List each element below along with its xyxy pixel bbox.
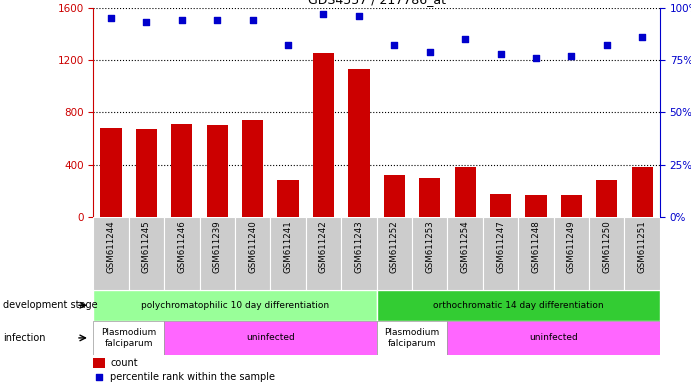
Bar [384, 175, 405, 217]
Bar [483, 217, 518, 290]
Point [283, 42, 294, 48]
Text: GSM611247: GSM611247 [496, 220, 505, 273]
Bar [625, 217, 660, 290]
Text: GSM611249: GSM611249 [567, 220, 576, 273]
Bar [93, 290, 377, 321]
Point [353, 13, 364, 19]
Bar [164, 217, 200, 290]
Bar [596, 180, 618, 217]
Text: GSM611242: GSM611242 [319, 220, 328, 273]
Bar [490, 194, 511, 217]
Text: GSM611253: GSM611253 [425, 220, 434, 273]
Text: percentile rank within the sample: percentile rank within the sample [111, 372, 275, 382]
Bar [448, 217, 483, 290]
Point [318, 11, 329, 17]
Point [601, 42, 612, 48]
Point [495, 51, 506, 57]
Text: GSM611239: GSM611239 [213, 220, 222, 273]
Bar [242, 120, 263, 217]
Point [281, 301, 292, 307]
Bar [348, 69, 370, 217]
Bar [93, 358, 104, 368]
Point [141, 19, 152, 25]
Bar [129, 217, 164, 290]
Point [531, 55, 542, 61]
Text: GSM611241: GSM611241 [283, 220, 292, 273]
Text: uninfected: uninfected [529, 333, 578, 343]
Text: GSM611246: GSM611246 [178, 220, 187, 273]
Bar [164, 321, 377, 355]
Text: GSM611252: GSM611252 [390, 220, 399, 273]
Text: GSM611243: GSM611243 [354, 220, 363, 273]
Point [389, 42, 400, 48]
Bar [235, 217, 270, 290]
Point [460, 36, 471, 42]
Point [106, 15, 117, 21]
Bar [377, 321, 448, 355]
Text: polychromatophilic 10 day differentiation: polychromatophilic 10 day differentiatio… [141, 301, 329, 310]
Bar [448, 321, 660, 355]
Text: GSM611248: GSM611248 [531, 220, 540, 273]
Bar [560, 195, 582, 217]
Text: GSM611251: GSM611251 [638, 220, 647, 273]
Point [211, 17, 223, 23]
Bar [100, 128, 122, 217]
Text: count: count [111, 358, 138, 368]
Point [566, 53, 577, 59]
Text: orthochromatic 14 day differentiation: orthochromatic 14 day differentiation [433, 301, 603, 310]
Bar [207, 126, 228, 217]
Bar [455, 167, 475, 217]
Bar [419, 178, 440, 217]
Text: uninfected: uninfected [246, 333, 295, 343]
Bar [313, 53, 334, 217]
Bar [525, 195, 547, 217]
Point [636, 34, 647, 40]
Bar [305, 217, 341, 290]
Bar [135, 129, 157, 217]
Title: GDS4557 / 217786_at: GDS4557 / 217786_at [307, 0, 446, 7]
Point [176, 17, 187, 23]
Point [247, 17, 258, 23]
Bar [270, 217, 305, 290]
Text: infection: infection [3, 333, 46, 343]
Bar [589, 217, 625, 290]
Text: GSM611244: GSM611244 [106, 220, 115, 273]
Bar [93, 321, 164, 355]
Bar [200, 217, 235, 290]
Bar [518, 217, 553, 290]
Bar [341, 217, 377, 290]
Point [424, 48, 435, 55]
Bar [553, 217, 589, 290]
Bar [171, 124, 192, 217]
Text: GSM611245: GSM611245 [142, 220, 151, 273]
Text: GSM611240: GSM611240 [248, 220, 257, 273]
Text: development stage: development stage [3, 300, 98, 310]
Bar [377, 217, 412, 290]
Text: Plasmodium
falciparum: Plasmodium falciparum [101, 328, 156, 348]
Bar [93, 217, 129, 290]
Text: Plasmodium
falciparum: Plasmodium falciparum [384, 328, 439, 348]
Bar [377, 290, 660, 321]
Text: GSM611250: GSM611250 [603, 220, 612, 273]
Bar [278, 180, 299, 217]
Bar [632, 167, 653, 217]
Bar [412, 217, 448, 290]
Text: GSM611254: GSM611254 [461, 220, 470, 273]
